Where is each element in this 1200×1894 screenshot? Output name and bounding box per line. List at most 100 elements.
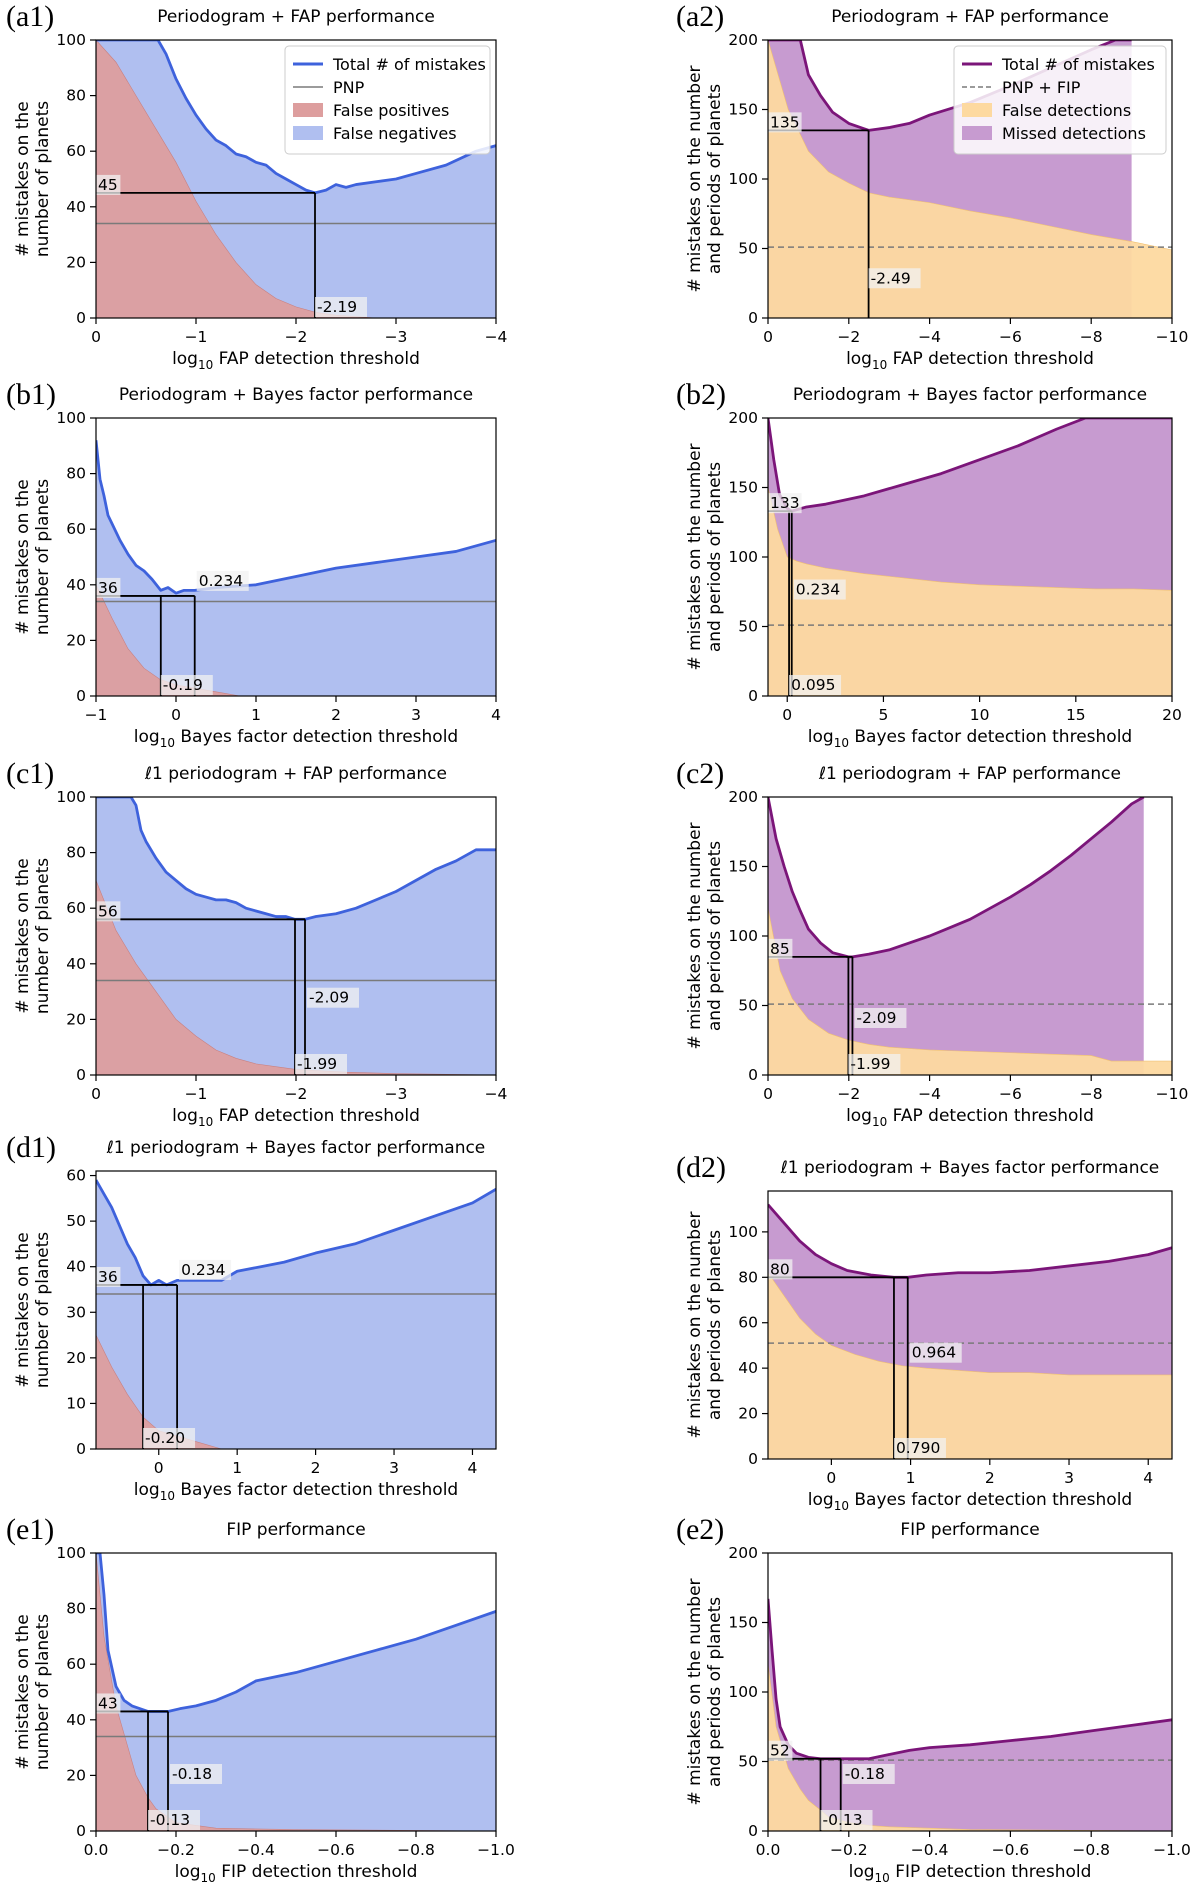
axes-frame: [767, 1190, 1173, 1460]
plot-area: [768, 1203, 1172, 1459]
x-tick-label: −0.4: [911, 1841, 949, 1859]
x-axis-label-text: Bayes factor detection threshold: [175, 1480, 458, 1500]
threshold-label-2-box: [909, 1342, 962, 1363]
x-tick-label: −4: [485, 1085, 508, 1103]
y-tick-label: 200: [728, 31, 758, 49]
y-tick-label: 100: [728, 1223, 758, 1241]
y-tick-label: 50: [738, 997, 758, 1015]
x-axis-label-subscript: 10: [160, 736, 175, 750]
optimum-value-label-box: [96, 1266, 121, 1287]
optimum-value-label: 43: [98, 1694, 118, 1712]
x-axis-label: log10 Bayes factor detection threshold: [808, 1490, 1132, 1513]
optimum-value-label-box: [96, 174, 121, 195]
x-tick-label: 0: [171, 706, 181, 724]
false-positives-area: [96, 880, 496, 1075]
chart-title: Periodogram + FAP performance: [157, 7, 435, 27]
x-tick-label: −0.8: [1072, 1841, 1110, 1859]
x-axis-label-log: log: [846, 1106, 872, 1126]
panel-e1: 43 -0.18 -0.13 0.0 −0.2 −0.4 −0.6 −0.8 −1.0 0 20 40…: [6, 1513, 515, 1885]
threshold-label-1-box: [893, 1438, 946, 1458]
x-tick-label: −10: [1156, 328, 1189, 346]
threshold-label-2: -2.09: [856, 1009, 896, 1027]
x-axis-label-text: FAP detection threshold: [213, 349, 420, 369]
x-tick-label: −3: [385, 328, 408, 346]
y-tick-label: 0: [748, 1066, 758, 1084]
y-tick-label: 0: [748, 1822, 758, 1840]
x-tick-label: 20: [1162, 706, 1182, 724]
threshold-label-1: -0.13: [823, 1811, 863, 1829]
x-tick-label: 2: [331, 706, 341, 724]
x-tick-label: 15: [1066, 706, 1086, 724]
x-tick-label: −1: [85, 706, 108, 724]
legend-label-3: False positives: [333, 101, 449, 120]
x-tick-label: −6: [999, 328, 1022, 346]
chart-title: FIP performance: [226, 1520, 365, 1540]
y-tick-label: 0: [76, 1066, 86, 1084]
threshold-label-2-box: [842, 1764, 895, 1784]
y-tick-label: 100: [56, 31, 86, 49]
threshold-label-1-box: [148, 1810, 200, 1830]
x-axis-label-text: FAP detection threshold: [213, 1106, 420, 1126]
y-tick-label: 60: [738, 1314, 758, 1332]
x-tick-label: −10: [1156, 1085, 1189, 1103]
y-tick-label: 150: [728, 479, 758, 497]
y-tick-label: 100: [728, 170, 758, 188]
panel-label: (b2): [676, 378, 726, 411]
panel-label: (d1): [6, 1131, 56, 1164]
x-tick-label: 0.0: [84, 1841, 109, 1859]
y-axis-label-line-2: and periods of planets: [705, 84, 725, 274]
optimum-value-label: 133: [770, 494, 800, 512]
y-tick-label: 40: [66, 1711, 86, 1729]
optimum-value-label: 85: [770, 940, 790, 958]
y-axis-label-line-1: # mistakes on the number: [685, 65, 705, 292]
y-axis-label-line-1: # mistakes on the: [13, 101, 33, 256]
plot-area: [96, 1179, 496, 1449]
total-mistakes-line: [96, 440, 496, 595]
x-axis-label: log10 Bayes factor detection threshold: [134, 727, 458, 750]
x-tick-label: −1.0: [477, 1841, 515, 1859]
chart-title: ℓ1 periodogram + FAP performance: [818, 764, 1121, 784]
y-tick-label: 150: [728, 1614, 758, 1632]
y-tick-label: 80: [66, 465, 86, 483]
threshold-label-1: -2.19: [317, 298, 357, 316]
x-tick-label: 10: [970, 706, 990, 724]
panel-label: (d2): [676, 1151, 726, 1184]
total-mistakes-line: [96, 1553, 496, 1713]
legend-swatch-top: [293, 126, 323, 140]
y-tick-label: 20: [66, 1349, 86, 1367]
y-axis-label-line-2: number of planets: [33, 1232, 53, 1388]
y-tick-label: 20: [66, 1766, 86, 1784]
x-axis-label-subscript: 10: [875, 1871, 890, 1885]
y-tick-label: 30: [66, 1303, 86, 1321]
total-mistakes-line: [96, 40, 496, 195]
x-axis-label-log: log: [134, 727, 160, 747]
legend-label-2: PNP: [333, 78, 365, 97]
threshold-label-1: -1.99: [850, 1055, 890, 1073]
x-tick-label: 2: [311, 1459, 321, 1477]
x-tick-label: −3: [385, 1085, 408, 1103]
panel-a2: 135 -2.49 0 −2 −4 −6 −8 −10 0 50 100 150 200 Periodog…: [676, 0, 1188, 372]
threshold-label-2-box: [854, 1008, 907, 1028]
x-tick-label: 0: [154, 1459, 164, 1477]
missed-detections-area: [768, 797, 1144, 1075]
optimum-value-label-box: [768, 112, 802, 133]
y-tick-label: 100: [56, 409, 86, 427]
y-axis-label-line-1: # mistakes on the: [13, 1232, 33, 1387]
plot-area: [96, 1553, 496, 1831]
x-tick-label: 0: [826, 1469, 836, 1487]
y-tick-label: 60: [66, 142, 86, 160]
panel-c1: 56 -2.09 -1.99 0 −1 −2 −3 −4 0 20 40 60 80 100 ℓ1 peri…: [6, 757, 507, 1129]
y-tick-label: 0: [748, 687, 758, 705]
total-mistakes-line: [96, 1179, 496, 1287]
threshold-label-2: 0.234: [181, 1261, 225, 1279]
y-tick-label: 10: [66, 1394, 86, 1412]
plot-area: [96, 40, 496, 318]
legend: Total # of mistakes PNP False positives Fal…: [284, 45, 491, 155]
axes-frame: [95, 1170, 497, 1450]
x-tick-label: 5: [878, 706, 888, 724]
chart-title: ℓ1 periodogram + Bayes factor performanc…: [106, 1138, 486, 1158]
legend-label-4: False negatives: [333, 124, 457, 143]
